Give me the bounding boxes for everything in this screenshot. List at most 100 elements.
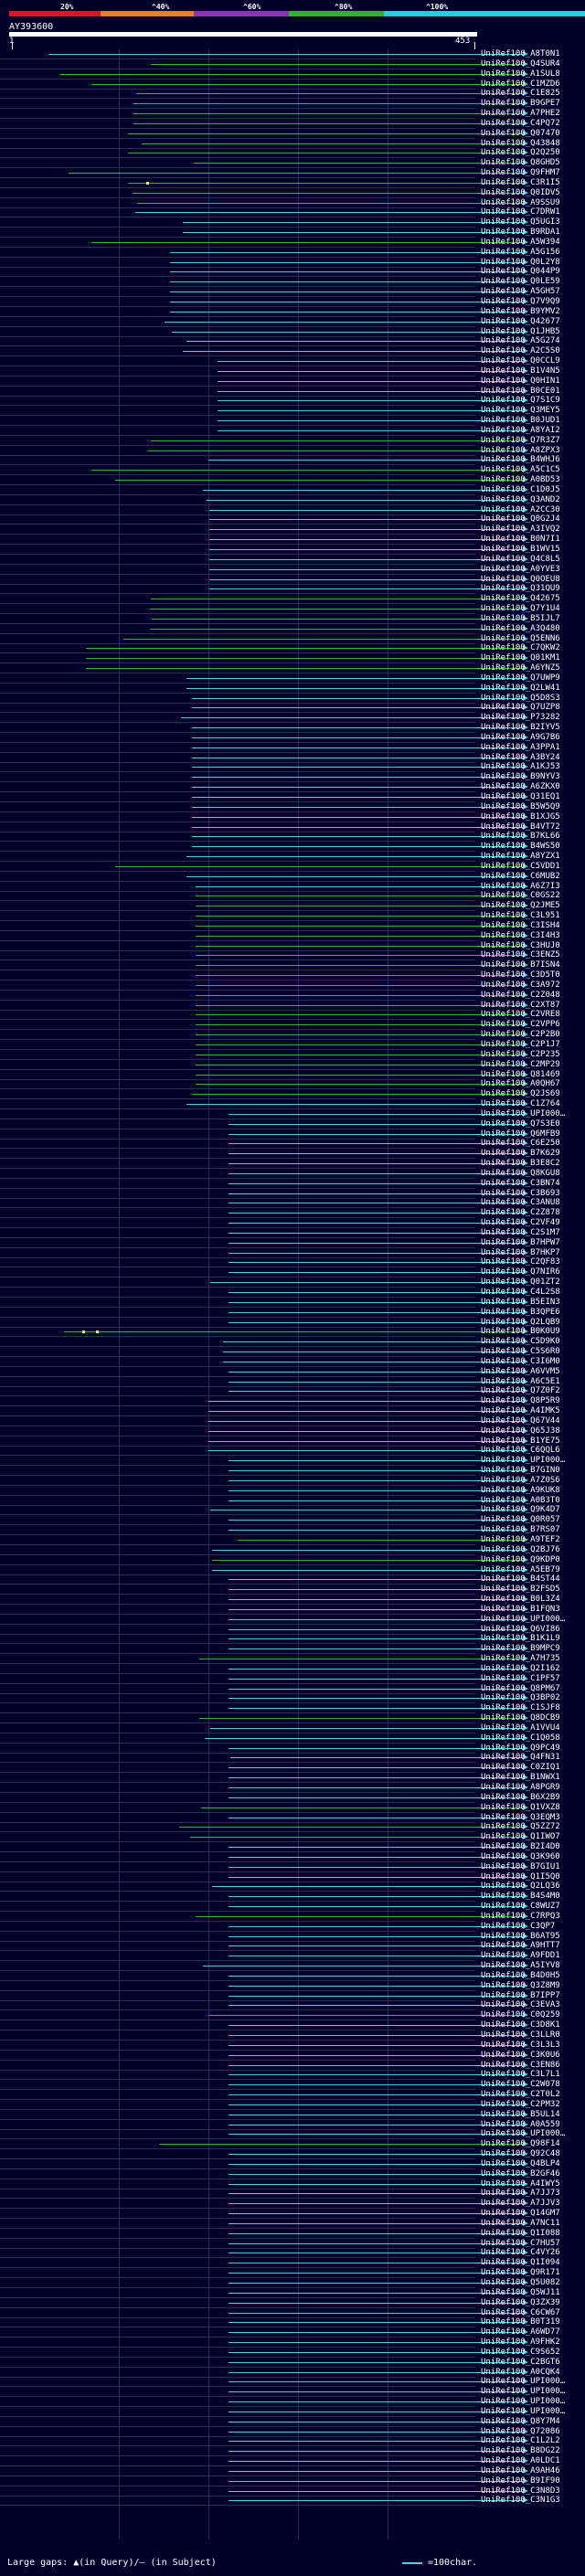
hit-accession-link[interactable]: UniRef100_UPI000…: [481, 1108, 566, 1118]
hit-accession-link[interactable]: UniRef100_C2MP29: [481, 1059, 560, 1069]
hit-row[interactable]: UniRef100_Q4BLP4: [0, 2159, 585, 2169]
hit-accession-link[interactable]: UniRef100_UPI000…: [481, 2387, 566, 2397]
hit-row[interactable]: UniRef100_C6E250: [0, 1139, 585, 1149]
hit-accession-link[interactable]: UniRef100_C9S652: [481, 2347, 560, 2357]
hit-accession-link[interactable]: UniRef100_A3PPA1: [481, 742, 560, 752]
hit-accession-link[interactable]: UniRef100_B3QPE6: [481, 1307, 560, 1317]
hit-accession-link[interactable]: UniRef100_Q9PC49: [481, 1743, 560, 1753]
hit-accession-link[interactable]: UniRef100_C2Z048: [481, 990, 560, 1000]
hit-accession-link[interactable]: UniRef100_Q5U082: [481, 2278, 560, 2287]
hit-accession-link[interactable]: UniRef100_A1KJ53: [481, 762, 560, 772]
hit-row[interactable]: UniRef100_B1K1L9: [0, 1634, 585, 1644]
hit-accession-link[interactable]: UniRef100_C3N1G3: [481, 2496, 560, 2506]
hit-accession-link[interactable]: UniRef100_A8ZPX3: [481, 445, 560, 455]
hit-accession-link[interactable]: UniRef100_Q3ZX39: [481, 2297, 560, 2307]
hit-row[interactable]: UniRef100_Q7S1C9: [0, 396, 585, 406]
hit-accession-link[interactable]: UniRef100_Q7NIR6: [481, 1267, 560, 1277]
hit-accession-link[interactable]: UniRef100_C3L3L3: [481, 2040, 560, 2050]
hit-accession-link[interactable]: UniRef100_A5IYV8: [481, 1961, 560, 1971]
hit-accession-link[interactable]: UniRef100_Q3AND2: [481, 494, 560, 504]
hit-accession-link[interactable]: UniRef100_A9KUK8: [481, 1485, 560, 1495]
hit-row[interactable]: UniRef100_Q42675: [0, 594, 585, 604]
hit-row[interactable]: UniRef100_A2C5S0: [0, 346, 585, 356]
hit-row[interactable]: UniRef100_UPI000…: [0, 1109, 585, 1119]
hit-accession-link[interactable]: UniRef100_Q92C48: [481, 2149, 560, 2159]
hit-row[interactable]: UniRef100_C4VY26: [0, 2248, 585, 2258]
hit-accession-link[interactable]: UniRef100_C6QQL6: [481, 1446, 560, 1456]
hit-accession-link[interactable]: UniRef100_B2IYV5: [481, 723, 560, 733]
hit-row[interactable]: UniRef100_Q14GM7: [0, 2209, 585, 2219]
hit-row[interactable]: UniRef100_C3EN86: [0, 2061, 585, 2071]
hit-row[interactable]: UniRef100_Q92C48: [0, 2149, 585, 2159]
hit-accession-link[interactable]: UniRef100_B2FSD5: [481, 1585, 560, 1595]
hit-accession-link[interactable]: UniRef100_B3E8C2: [481, 1159, 560, 1169]
hit-row[interactable]: UniRef100_C1PF57: [0, 1674, 585, 1684]
hit-row[interactable]: UniRef100_C2VF49: [0, 1218, 585, 1228]
hit-accession-link[interactable]: UniRef100_B7HPW7: [481, 1237, 560, 1247]
hit-accession-link[interactable]: UniRef100_B9MPC9: [481, 1644, 560, 1654]
hit-accession-link[interactable]: UniRef100_B9YMV2: [481, 306, 560, 316]
hit-accession-link[interactable]: UniRef100_A5G156: [481, 247, 560, 257]
hit-accession-link[interactable]: UniRef100_B2GF46: [481, 2168, 560, 2178]
hit-accession-link[interactable]: UniRef100_A6YNZ5: [481, 663, 560, 673]
hit-row[interactable]: UniRef100_Q65J38: [0, 1426, 585, 1436]
hit-accession-link[interactable]: UniRef100_A7H735: [481, 1654, 560, 1664]
hit-accession-link[interactable]: UniRef100_Q0OEU8: [481, 574, 560, 584]
hit-row[interactable]: UniRef100_B9IF90: [0, 2476, 585, 2486]
hit-accession-link[interactable]: UniRef100_A6VVM5: [481, 1366, 560, 1376]
hit-accession-link[interactable]: UniRef100_Q4BLP4: [481, 2158, 560, 2168]
hit-row[interactable]: UniRef100_Q2LW41: [0, 684, 585, 694]
hit-accession-link[interactable]: UniRef100_A7JJV3: [481, 2199, 560, 2209]
hit-row[interactable]: UniRef100_Q4FN31: [0, 1753, 585, 1763]
hit-row[interactable]: UniRef100_B9MPC9: [0, 1644, 585, 1654]
hit-row[interactable]: UniRef100_C2P1J7: [0, 1040, 585, 1050]
hit-accession-link[interactable]: UniRef100_B7HKP7: [481, 1247, 560, 1257]
hit-accession-link[interactable]: UniRef100_C6CW67: [481, 2307, 560, 2317]
hit-accession-link[interactable]: UniRef100_Q7Y1U4: [481, 604, 560, 614]
hit-row[interactable]: UniRef100_B5UL14: [0, 2110, 585, 2120]
hit-row[interactable]: UniRef100_A5C1C5: [0, 465, 585, 475]
hit-row[interactable]: UniRef100_C3HUJ0: [0, 941, 585, 951]
hit-accession-link[interactable]: UniRef100_Q3EQM3: [481, 1812, 560, 1822]
hit-row[interactable]: UniRef100_Q3MEY5: [0, 406, 585, 416]
hit-row[interactable]: UniRef100_C3LLR0: [0, 2030, 585, 2041]
hit-row[interactable]: UniRef100_Q8DCB9: [0, 1713, 585, 1723]
hit-row[interactable]: UniRef100_UPI000…: [0, 1456, 585, 1466]
hit-row[interactable]: UniRef100_A6C5E1: [0, 1377, 585, 1387]
hit-accession-link[interactable]: UniRef100_Q1I094: [481, 2258, 560, 2268]
hit-row[interactable]: UniRef100_Q5U082: [0, 2278, 585, 2288]
hit-row[interactable]: UniRef100_Q6MFB9: [0, 1129, 585, 1140]
hit-accession-link[interactable]: UniRef100_C2PM32: [481, 2099, 560, 2109]
hit-row[interactable]: UniRef100_Q1I088: [0, 2229, 585, 2239]
hit-accession-link[interactable]: UniRef100_C2Z878: [481, 1208, 560, 1218]
hit-accession-link[interactable]: UniRef100_Q31EQ1: [481, 792, 560, 801]
hit-row[interactable]: UniRef100_Q8P5R9: [0, 1396, 585, 1406]
hit-row[interactable]: UniRef100_C2MP29: [0, 1060, 585, 1070]
hit-accession-link[interactable]: UniRef100_C4L2S8: [481, 1288, 560, 1297]
hit-row[interactable]: UniRef100_B1V4N5: [0, 366, 585, 376]
hit-row[interactable]: UniRef100_B7ISN4: [0, 960, 585, 970]
hit-row[interactable]: UniRef100_Q3Z8M9: [0, 1981, 585, 1991]
hit-accession-link[interactable]: UniRef100_C0Q259: [481, 2010, 560, 2020]
hit-accession-link[interactable]: UniRef100_Q42677: [481, 316, 560, 326]
hit-accession-link[interactable]: UniRef100_C6E250: [481, 1139, 560, 1149]
hit-row[interactable]: UniRef100_A9SSU9: [0, 198, 585, 208]
hit-accession-link[interactable]: UniRef100_B7K629: [481, 1149, 560, 1159]
hit-row[interactable]: UniRef100_B9YMV2: [0, 307, 585, 317]
hit-row[interactable]: UniRef100_C2T0L2: [0, 2090, 585, 2100]
hit-row[interactable]: UniRef100_C3QP7: [0, 1922, 585, 1932]
hit-row[interactable]: UniRef100_A3PPA1: [0, 743, 585, 753]
hit-accession-link[interactable]: UniRef100_C2S1M7: [481, 1227, 560, 1237]
hit-accession-link[interactable]: UniRef100_Q2JS69: [481, 1089, 560, 1099]
hit-row[interactable]: UniRef100_UPI000…: [0, 2397, 585, 2407]
hit-row[interactable]: UniRef100_B4D0H5: [0, 1971, 585, 1981]
hit-row[interactable]: UniRef100_C3K0U6: [0, 2051, 585, 2061]
hit-accession-link[interactable]: UniRef100_B9GPE7: [481, 99, 560, 109]
hit-row[interactable]: UniRef100_B3QPE6: [0, 1308, 585, 1318]
hit-row[interactable]: UniRef100_A5GH57: [0, 287, 585, 297]
hit-accession-link[interactable]: UniRef100_C3B693: [481, 1188, 560, 1198]
hit-row[interactable]: UniRef100_C8WUZ7: [0, 1902, 585, 1912]
hit-accession-link[interactable]: UniRef100_Q2LQ36: [481, 1882, 560, 1892]
hit-row[interactable]: UniRef100_A6WD77: [0, 2327, 585, 2337]
hit-accession-link[interactable]: UniRef100_Q5D8S3: [481, 693, 560, 703]
